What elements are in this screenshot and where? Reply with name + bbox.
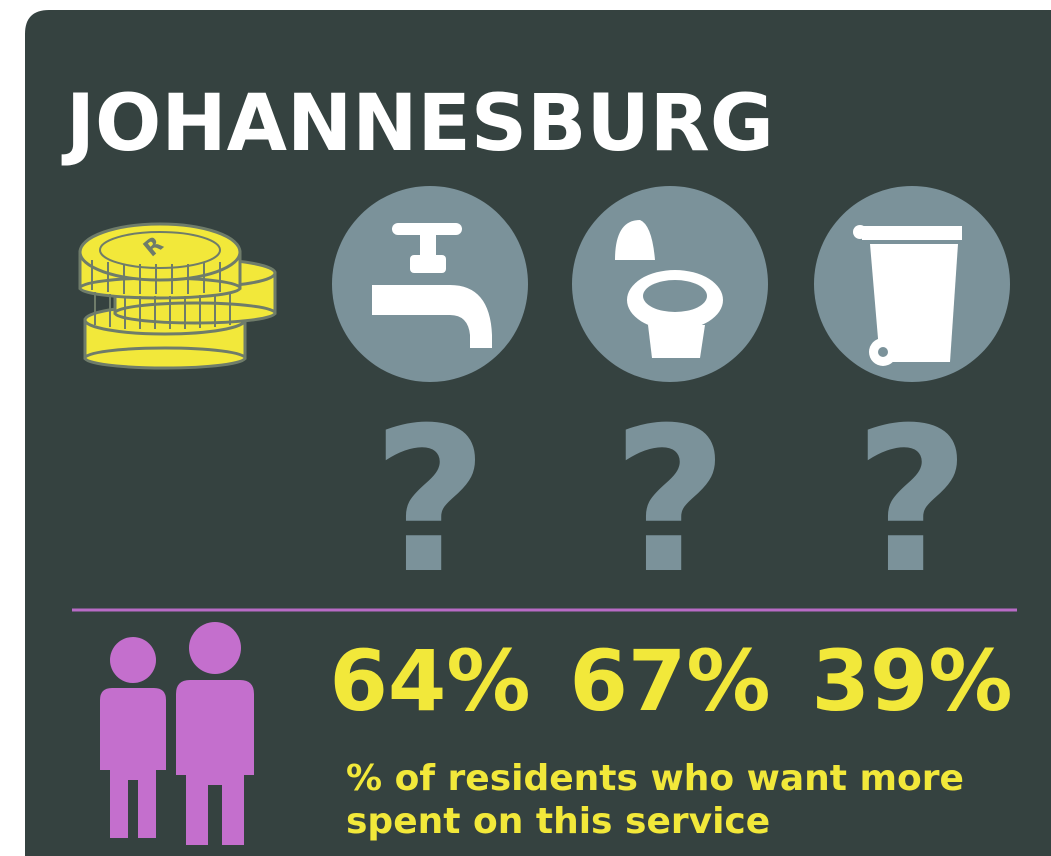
people-icon — [100, 622, 254, 845]
question-mark: ? — [372, 385, 488, 618]
title: JOHANNESBURG — [61, 79, 774, 169]
question-mark: ? — [854, 385, 970, 618]
caption-line: % of residents who want more — [346, 758, 964, 799]
stat-value: 67% — [569, 632, 770, 730]
tap-icon — [372, 223, 492, 348]
toilet-icon — [615, 220, 723, 358]
water-circle — [332, 186, 528, 382]
coins-icon — [78, 222, 277, 370]
panel — [25, 10, 1051, 856]
stat-value: 39% — [811, 632, 1012, 730]
stat-value: 64% — [329, 632, 530, 730]
bin-icon — [853, 225, 962, 366]
question-mark: ? — [612, 385, 728, 618]
caption-line: spent on this service — [346, 801, 770, 842]
